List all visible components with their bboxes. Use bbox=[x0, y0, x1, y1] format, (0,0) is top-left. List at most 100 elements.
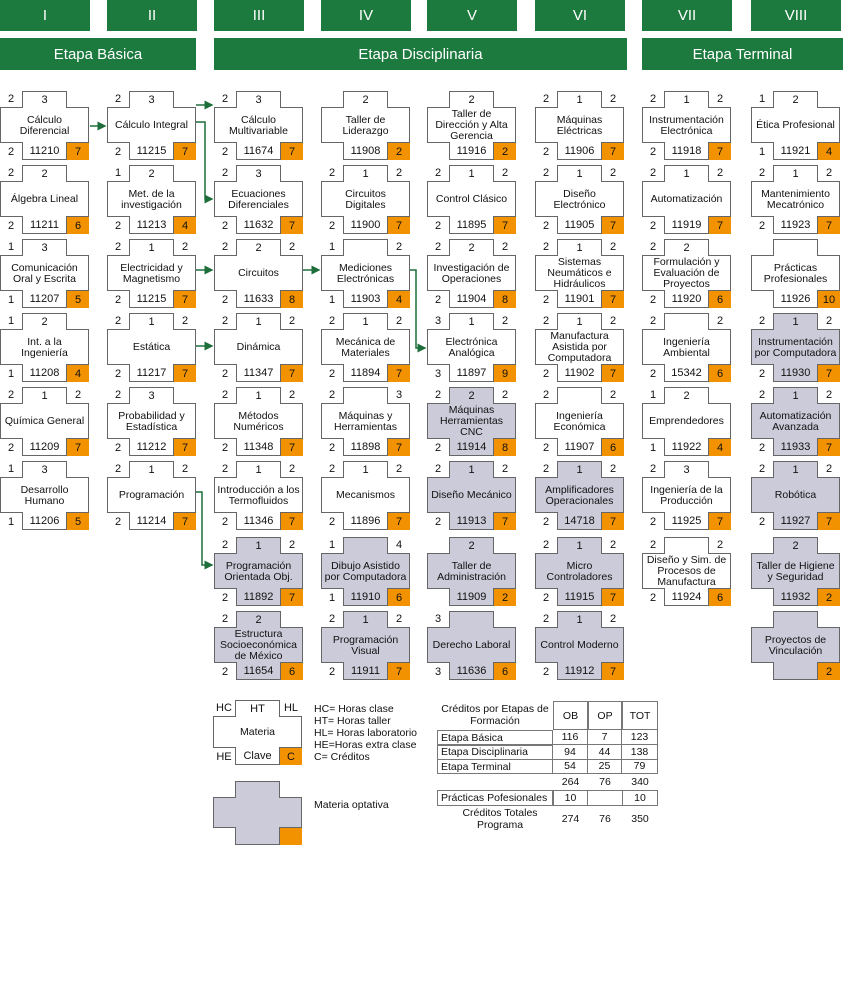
course-name: Dibujo Asistido por Computadora bbox=[324, 559, 407, 583]
corner bbox=[279, 827, 302, 845]
hc: 1 bbox=[107, 165, 130, 182]
ht: 1 bbox=[792, 463, 799, 476]
clave: 11896 bbox=[350, 515, 381, 527]
hc: 2 bbox=[427, 461, 450, 478]
semester-header: VIII bbox=[751, 0, 841, 31]
cell-value: 116 bbox=[553, 730, 588, 745]
subtotal: 76 bbox=[599, 775, 611, 788]
he: 2 bbox=[535, 216, 558, 234]
he: 2 bbox=[427, 512, 450, 530]
ht: 1 bbox=[792, 389, 799, 402]
credits: 6 bbox=[387, 588, 410, 606]
he bbox=[751, 588, 774, 606]
ht: 1 bbox=[576, 167, 583, 180]
course: 2 Taller de Liderazgo 11908 2 bbox=[321, 91, 410, 160]
ht: 1 bbox=[148, 463, 155, 476]
course-name: Desarrollo Humano bbox=[20, 483, 69, 507]
hc: 2 bbox=[751, 461, 774, 478]
ht: 2 bbox=[792, 539, 799, 552]
course-name: Investigación de Operaciones bbox=[433, 261, 510, 285]
hc: 2 bbox=[535, 461, 558, 478]
he: 2 bbox=[535, 438, 558, 456]
hl: 2 bbox=[817, 461, 840, 478]
hl bbox=[66, 165, 89, 182]
hl: 2 bbox=[280, 461, 303, 478]
he bbox=[427, 588, 450, 606]
clave: 11211 bbox=[30, 219, 59, 231]
course-name: Diseño y Sim. de Procesos de Manufactura bbox=[646, 554, 727, 588]
he: 2 bbox=[751, 512, 774, 530]
corner bbox=[213, 781, 236, 798]
optional-course: 1 4 Dibujo Asistido por Computadora 1 11910 6 bbox=[321, 537, 410, 606]
clave: 11911 bbox=[351, 665, 380, 677]
course-name: Ingeniería Económica bbox=[553, 409, 606, 433]
credits: 7 bbox=[173, 290, 196, 308]
hl bbox=[493, 611, 516, 628]
cell-value bbox=[588, 790, 622, 806]
course-name: Ecuaciones Diferenciales bbox=[228, 187, 289, 211]
course: 1 2 Emprendedores 1 11922 4 bbox=[642, 387, 731, 456]
legend-optional: Materia optativa bbox=[314, 799, 389, 811]
he: 3 bbox=[427, 662, 450, 680]
he: 2 bbox=[0, 438, 23, 456]
credits: 7 bbox=[708, 512, 731, 530]
clave: 11916 bbox=[456, 145, 487, 157]
hl: 2 bbox=[387, 239, 410, 256]
semester-header: VI bbox=[535, 0, 625, 31]
credits: 7 bbox=[173, 142, 196, 160]
hc: 2 bbox=[535, 91, 558, 108]
ht: 2 bbox=[468, 93, 475, 106]
credits: 10 bbox=[817, 290, 840, 308]
hl bbox=[817, 91, 840, 108]
stage-bar: Etapa Básica bbox=[0, 38, 196, 70]
course-name: Cálculo Multivariable bbox=[229, 113, 288, 137]
ht: 1 bbox=[468, 463, 475, 476]
he bbox=[751, 290, 774, 308]
hl bbox=[66, 91, 89, 108]
legend-definition: HC= Horas clase bbox=[314, 703, 394, 715]
credits: 6 bbox=[280, 662, 303, 680]
he: 2 bbox=[751, 216, 774, 234]
ht: 1 bbox=[576, 539, 583, 552]
course-name: Taller de Higiene y Seguridad bbox=[756, 559, 835, 583]
course-name: Química General bbox=[4, 415, 85, 427]
hl: 2 bbox=[493, 461, 516, 478]
course: 2 2 2 Circuitos 2 11633 8 bbox=[214, 239, 303, 308]
clave: 11215 bbox=[136, 145, 167, 157]
he: 2 bbox=[321, 662, 344, 680]
he bbox=[427, 142, 450, 160]
credits: 7 bbox=[601, 142, 624, 160]
subtotal: 264 bbox=[561, 775, 580, 788]
hc: 3 bbox=[427, 313, 450, 330]
hl: 2 bbox=[708, 313, 731, 330]
he: 2 bbox=[214, 216, 237, 234]
credits: 2 bbox=[493, 588, 516, 606]
hc: 2 bbox=[751, 387, 774, 404]
he: 2 bbox=[321, 364, 344, 382]
optional-course: 3 Derecho Laboral 3 11636 6 bbox=[427, 611, 516, 680]
course-name: Control Clásico bbox=[435, 193, 508, 205]
course-name: Electrónica Analógica bbox=[445, 335, 498, 359]
hl: 2 bbox=[280, 239, 303, 256]
stage-bar: Etapa Terminal bbox=[642, 38, 843, 70]
optional-course: 2 Taller de Higiene y Seguridad 11932 2 bbox=[751, 537, 840, 606]
clave: 11924 bbox=[671, 591, 702, 603]
hl: 2 bbox=[173, 313, 196, 330]
credits: 2 bbox=[493, 142, 516, 160]
course: 1 2 Mediciones Electrónicas 1 11903 4 bbox=[321, 239, 410, 308]
he: 2 bbox=[214, 364, 237, 382]
semester-header: V bbox=[427, 0, 517, 31]
course-name: Micro Controladores bbox=[546, 559, 613, 583]
clave: 11914 bbox=[456, 441, 487, 453]
credits: 6 bbox=[66, 216, 89, 234]
credits: 7 bbox=[601, 512, 624, 530]
credits: 7 bbox=[387, 662, 410, 680]
hc: 2 bbox=[0, 91, 23, 108]
course: 1 2 Int. a la Ingeniería 1 11208 4 bbox=[0, 313, 89, 382]
course-name: Sistemas Neumáticos e Hidráulicos bbox=[547, 256, 612, 290]
cell-value: 54 bbox=[553, 759, 588, 774]
credits: 8 bbox=[493, 438, 516, 456]
course-name: Ética Profesional bbox=[756, 119, 835, 131]
credits: 7 bbox=[601, 364, 624, 382]
